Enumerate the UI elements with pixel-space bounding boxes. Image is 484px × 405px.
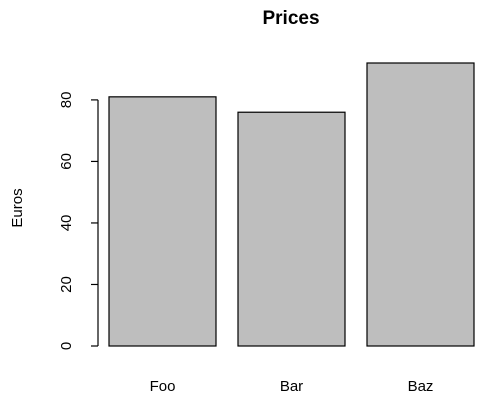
y-tick-label-0: 0 xyxy=(58,342,75,350)
chart-title: Prices xyxy=(262,8,319,29)
y-tick-label-40: 40 xyxy=(58,215,75,232)
bar-foo xyxy=(108,96,217,347)
y-tick-label-60: 60 xyxy=(58,153,75,170)
bars-group xyxy=(108,62,475,347)
x-tick-label-baz: Baz xyxy=(408,378,434,395)
y-axis-label: Euros xyxy=(9,188,26,227)
x-tick-label-foo: Foo xyxy=(150,378,176,395)
x-tick-label-bar: Bar xyxy=(280,378,303,395)
y-axis: 0 20 40 60 80 xyxy=(58,92,99,350)
y-tick-label-80: 80 xyxy=(58,92,75,109)
bar-baz xyxy=(366,62,475,347)
y-tick-label-20: 20 xyxy=(58,276,75,293)
x-axis-labels: Foo Bar Baz xyxy=(150,378,434,395)
bar-bar xyxy=(237,111,346,347)
